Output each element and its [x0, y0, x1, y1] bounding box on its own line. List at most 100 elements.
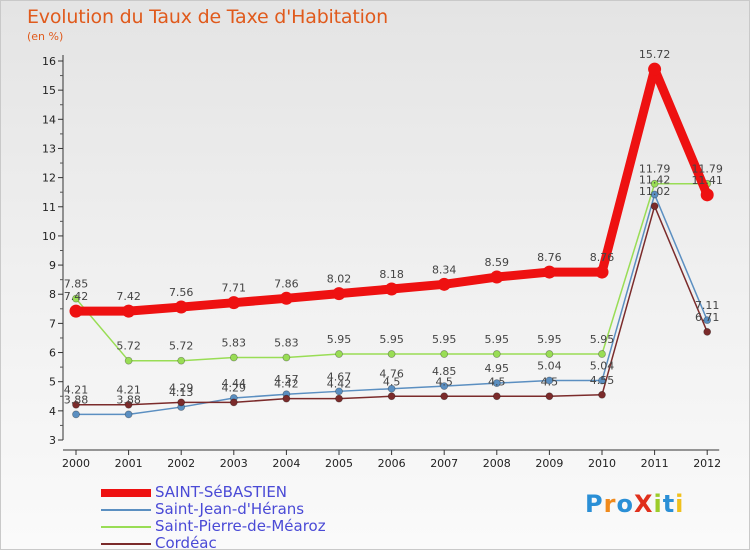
data-label: 7.86	[274, 277, 299, 290]
data-label: 5.95	[432, 333, 457, 346]
data-label: 7.42	[116, 290, 141, 303]
data-point	[229, 353, 238, 362]
data-label: 4.76	[379, 368, 404, 381]
data-label: 8.18	[379, 268, 404, 281]
data-point	[69, 304, 83, 318]
chart-axes: 3 4 5 6 7 8 9 10 11 12 13 14 15 16 2000 2001 2002 2003 200…	[42, 55, 721, 470]
data-label: 4.29	[169, 381, 194, 394]
data-label: 15.72	[639, 48, 671, 61]
data-point	[282, 394, 291, 403]
data-label: 8.76	[537, 251, 562, 264]
x-tick-label: 2004	[272, 457, 300, 470]
data-label: 5.95	[379, 333, 404, 346]
data-label: 4.85	[432, 365, 457, 378]
data-point	[595, 265, 609, 279]
data-label: 5.83	[274, 336, 299, 349]
data-point	[72, 294, 80, 303]
data-point	[545, 350, 554, 358]
data-labels: 7.85 5.72 5.72 5.83 5.83 5.95 5.95 5.95 5.95 5.95…	[64, 48, 723, 406]
data-point	[700, 188, 714, 202]
data-point	[335, 394, 343, 403]
logo-letter: P	[585, 490, 604, 518]
legend-label: Cordéac	[155, 534, 217, 552]
data-point	[72, 410, 80, 419]
data-label: 4.42	[327, 378, 352, 391]
y-tick-label: 8	[49, 288, 56, 301]
data-point	[124, 356, 133, 365]
data-point	[492, 379, 501, 387]
legend-swatch	[101, 543, 151, 545]
data-label: 5.83	[222, 336, 247, 349]
data-point	[174, 300, 188, 314]
logo-letter: i	[653, 490, 663, 518]
legend-label: Saint-Pierre-de-Méaroz	[155, 517, 326, 535]
chart-title: Evolution du Taux de Taxe d'Habitation	[27, 6, 388, 28]
data-label: 4.21	[116, 384, 141, 397]
data-label: 4.5	[541, 375, 559, 388]
data-point	[124, 410, 133, 419]
data-point	[492, 392, 501, 401]
data-point	[648, 62, 662, 76]
data-label: 5.72	[169, 340, 194, 353]
data-label: 4.5	[383, 375, 401, 388]
data-point	[440, 382, 449, 390]
x-tick-label: 2003	[220, 457, 248, 470]
data-point	[490, 270, 504, 284]
data-label: 8.02	[327, 273, 352, 286]
data-label: 5.95	[327, 333, 352, 346]
data-label: 5.72	[116, 340, 141, 353]
data-point	[177, 356, 186, 365]
data-point	[335, 350, 343, 358]
data-point	[387, 350, 396, 358]
y-tick-label: 12	[42, 172, 56, 185]
y-tick-label: 14	[42, 113, 56, 126]
data-label: 5.95	[537, 333, 562, 346]
data-label: 8.76	[590, 251, 615, 264]
legend-label: Saint-Jean-d'Hérans	[155, 500, 305, 518]
x-tick-label: 2012	[693, 457, 721, 470]
data-point	[492, 350, 501, 358]
data-label: 4.42	[274, 378, 299, 391]
data-point	[124, 400, 133, 409]
data-label: 7.85	[64, 278, 89, 291]
data-label: 4.5	[488, 375, 506, 388]
data-label: 5.95	[485, 333, 510, 346]
data-label: 4.21	[64, 384, 89, 397]
logo-letter: t	[662, 490, 676, 518]
data-label: 6.71	[695, 311, 720, 324]
x-tick-label: 2007	[430, 457, 458, 470]
data-point	[440, 350, 449, 358]
data-point	[335, 387, 343, 396]
data-label: 4.57	[274, 373, 299, 386]
y-tick-label: 11	[42, 201, 56, 214]
x-tick-label: 2009	[535, 457, 563, 470]
y-tick-label: 16	[42, 55, 56, 68]
data-label: 11.41	[691, 174, 723, 187]
proxiti-logo: ProXiti	[585, 490, 684, 518]
data-label: 11.79	[691, 163, 723, 176]
x-tick-label: 2011	[641, 457, 669, 470]
data-point	[227, 296, 241, 310]
legend-swatch	[101, 489, 151, 497]
logo-letter: o	[616, 490, 634, 518]
data-point	[542, 265, 556, 279]
data-label: 4.44	[222, 377, 247, 390]
logo-letter: r	[603, 490, 617, 518]
data-point	[332, 287, 346, 301]
data-label: 3.88	[64, 393, 89, 406]
data-point	[440, 392, 449, 401]
data-point	[279, 291, 293, 305]
series-lines	[69, 62, 714, 419]
y-tick-label: 6	[49, 347, 56, 360]
data-label: 4.55	[590, 374, 615, 387]
data-point	[703, 316, 712, 325]
legend-label: SAINT-SéBASTIEN	[155, 483, 288, 501]
data-point	[545, 376, 554, 385]
data-point	[72, 400, 80, 409]
data-label: 4.67	[327, 370, 352, 383]
data-label: 11.42	[639, 174, 671, 187]
data-label: 3.88	[116, 393, 141, 406]
logo-letter: X	[633, 490, 654, 518]
